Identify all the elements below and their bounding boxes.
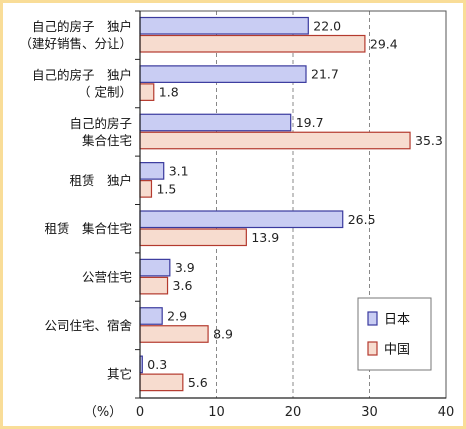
category-label-5: 公营住宅: [82, 270, 132, 285]
bar-japan-1: [139, 65, 307, 83]
value-label-china-4: 13.9: [251, 230, 279, 245]
category-label-2-line1: 自己的房子: [69, 116, 132, 131]
legend-label-japan: 日本: [384, 313, 410, 328]
x-tick-label-0: 0: [136, 405, 144, 420]
bar-china-7: [139, 373, 184, 392]
bar-china-0: [139, 34, 366, 53]
value-label-japan-7: 0.3: [147, 357, 167, 372]
value-label-japan-6: 2.9: [167, 309, 187, 324]
value-label-china-2: 35.3: [415, 133, 443, 148]
legend-swatch-japan: [367, 311, 378, 326]
value-label-china-1: 1.8: [159, 85, 179, 100]
value-label-china-3: 1.5: [156, 181, 176, 196]
bar-china-3: [139, 180, 153, 198]
bar-japan-5: [139, 258, 171, 277]
legend-swatch-china: [367, 341, 378, 356]
bar-japan-0: [139, 16, 309, 35]
value-label-china-5: 3.6: [173, 278, 193, 293]
bar-china-1: [139, 83, 155, 101]
category-label-4: 租赁 集合住宅: [44, 221, 132, 236]
chart-frame: 22.0 29.4 自己的房子 独户 （建好销售、分让） 21.7 1.8 自己的房子 独户…: [3, 3, 463, 426]
category-label-0-line1: 自己的房子 独户: [32, 19, 132, 34]
value-label-japan-4: 26.5: [348, 212, 376, 227]
value-label-japan-5: 3.9: [175, 260, 195, 275]
legend-label-china: 中国: [384, 343, 410, 358]
bar-japan-3: [139, 162, 165, 180]
horizontal-bar-chart: 22.0 29.4 自己的房子 独户 （建好销售、分让） 21.7 1.8 自己的房子 独户…: [19, 10, 455, 420]
bar-japan-2: [139, 113, 292, 132]
legend-box: [357, 297, 432, 371]
value-label-japan-3: 3.1: [169, 163, 189, 178]
x-tick-label-30: 30: [361, 405, 378, 420]
category-label-7: 其它: [107, 366, 132, 381]
value-label-china-0: 29.4: [370, 36, 398, 51]
category-label-3: 租赁 独户: [69, 173, 132, 188]
category-label-6: 公司住宅、宿舍: [44, 318, 132, 333]
category-label-2-line2: 集合住宅: [82, 133, 132, 148]
bar-china-6: [139, 325, 209, 343]
bar-china-2: [139, 131, 411, 150]
category-label-1-line1: 自己的房子 独户: [32, 68, 132, 83]
category-label-1-line2: （ 定制）: [78, 85, 132, 100]
value-label-japan-1: 21.7: [311, 67, 339, 82]
value-label-china-7: 5.6: [188, 375, 208, 390]
bar-japan-4: [139, 210, 344, 229]
value-label-japan-0: 22.0: [313, 18, 341, 33]
value-label-japan-2: 19.7: [296, 115, 324, 130]
bar-japan-6: [139, 307, 163, 325]
bar-china-4: [139, 228, 247, 247]
x-unit-label: （%）: [84, 405, 122, 420]
category-label-0-line2: （建好销售、分让）: [19, 36, 132, 51]
value-label-china-6: 8.9: [213, 327, 233, 342]
x-tick-label-20: 20: [285, 405, 302, 420]
bar-china-5: [139, 276, 169, 295]
x-tick-label-40: 40: [438, 405, 455, 420]
x-tick-label-10: 10: [208, 405, 225, 420]
